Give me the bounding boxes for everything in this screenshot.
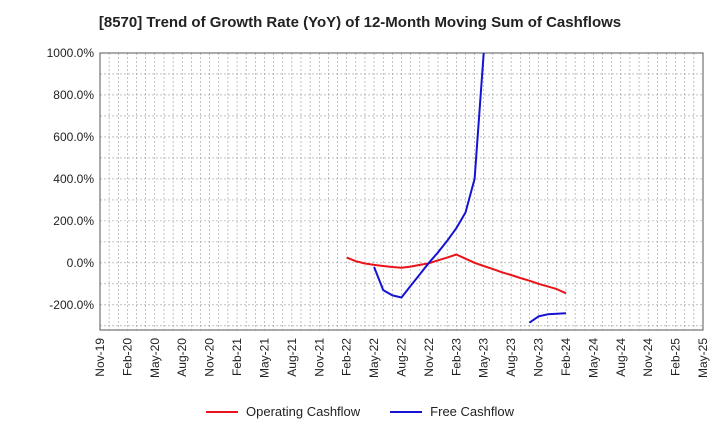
- x-tick-label: Aug-21: [285, 338, 299, 377]
- x-tick-label: May-22: [367, 338, 381, 378]
- legend-label-operating-cashflow: Operating Cashflow: [246, 404, 361, 419]
- y-tick-label: 600.0%: [53, 130, 94, 144]
- x-tick-label: Feb-24: [559, 338, 573, 376]
- legend-item-operating-cashflow: Operating Cashflow: [206, 404, 360, 419]
- x-tick-label: Nov-20: [203, 338, 217, 377]
- x-tick-label: Nov-19: [93, 338, 107, 377]
- y-tick-label: 0.0%: [67, 256, 95, 270]
- x-tick-label: Nov-21: [312, 338, 326, 377]
- plot-frame: [99, 52, 704, 331]
- x-tick-label: Feb-22: [340, 338, 354, 376]
- chart-title: [8570] Trend of Growth Rate (YoY) of 12-…: [98, 14, 622, 31]
- legend-swatch-free-cashflow: [390, 410, 423, 413]
- series-line-operating-cashflow: [346, 253, 567, 295]
- series-line-free-cashflow-segment-2: [528, 312, 567, 324]
- series-line-free-cashflow-segment-1: [373, 53, 485, 299]
- x-tick-label: Feb-20: [120, 338, 134, 376]
- x-tick-label: Nov-22: [422, 338, 436, 377]
- legend-item-free-cashflow: Free Cashflow: [390, 404, 514, 419]
- y-tick-label: 400.0%: [53, 172, 94, 186]
- x-tick-label: Nov-24: [641, 338, 655, 377]
- x-tick-label: Aug-20: [175, 338, 189, 377]
- x-tick-label: Feb-23: [449, 338, 463, 376]
- x-tick-label: Aug-24: [614, 338, 628, 377]
- x-tick-label: Feb-25: [669, 338, 683, 376]
- x-tick-label: May-24: [586, 338, 600, 378]
- x-tick-label: May-21: [257, 338, 271, 378]
- y-tick-label: 800.0%: [53, 88, 94, 102]
- legend-label-free-cashflow: Free Cashflow: [430, 404, 514, 419]
- x-tick-label: Nov-23: [532, 338, 546, 377]
- legend-swatch-operating-cashflow: [206, 410, 238, 413]
- y-tick-label: -200.0%: [49, 298, 94, 312]
- x-tick-label: Aug-22: [395, 338, 409, 377]
- x-tick-label: May-23: [477, 338, 491, 378]
- x-tick-label: May-25: [696, 338, 710, 378]
- x-tick-label: Feb-21: [230, 338, 244, 376]
- x-tick-label: May-20: [148, 338, 162, 378]
- y-tick-label: 1000.0%: [47, 46, 95, 60]
- y-tick-label: 200.0%: [53, 214, 94, 228]
- legend: Operating Cashflow Free Cashflow: [0, 404, 720, 419]
- x-tick-label: Aug-23: [504, 338, 518, 377]
